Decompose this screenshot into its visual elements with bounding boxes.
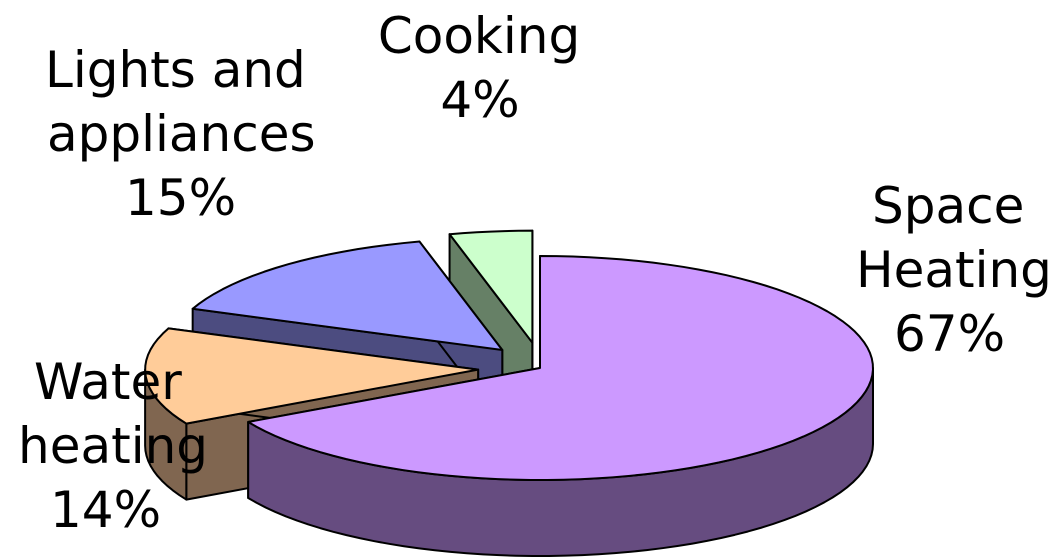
slice-name-line: Lights and (45, 41, 306, 99)
slice-value: 67% (894, 305, 1006, 363)
slice-name-line: heating (18, 417, 205, 475)
slice-top-lights-and-appliances (191, 240, 504, 352)
slice-label-lights-and-appliances: Lights and appliances 15% (30, 38, 323, 230)
slice-name-line: Space (872, 177, 1025, 235)
slice-label-cooking: Cooking 4% (370, 4, 588, 132)
slice-value: 4% (440, 71, 520, 129)
slice-name-line: Water (34, 353, 182, 411)
slice-name-line: Cooking (377, 7, 581, 65)
slice-top-space-heating (247, 255, 874, 481)
slice-value: 14% (50, 481, 162, 539)
slice-value: 15% (125, 169, 237, 227)
slice-top-water-heating (144, 327, 480, 425)
slice-top-cooking (448, 229, 534, 344)
slice-label-space-heating: Space Heating 67% (852, 174, 1057, 366)
slice-name-line: appliances (47, 105, 316, 163)
slice-name-line: Heating (856, 241, 1052, 299)
slice-label-water-heating: Water heating 14% (10, 350, 205, 542)
